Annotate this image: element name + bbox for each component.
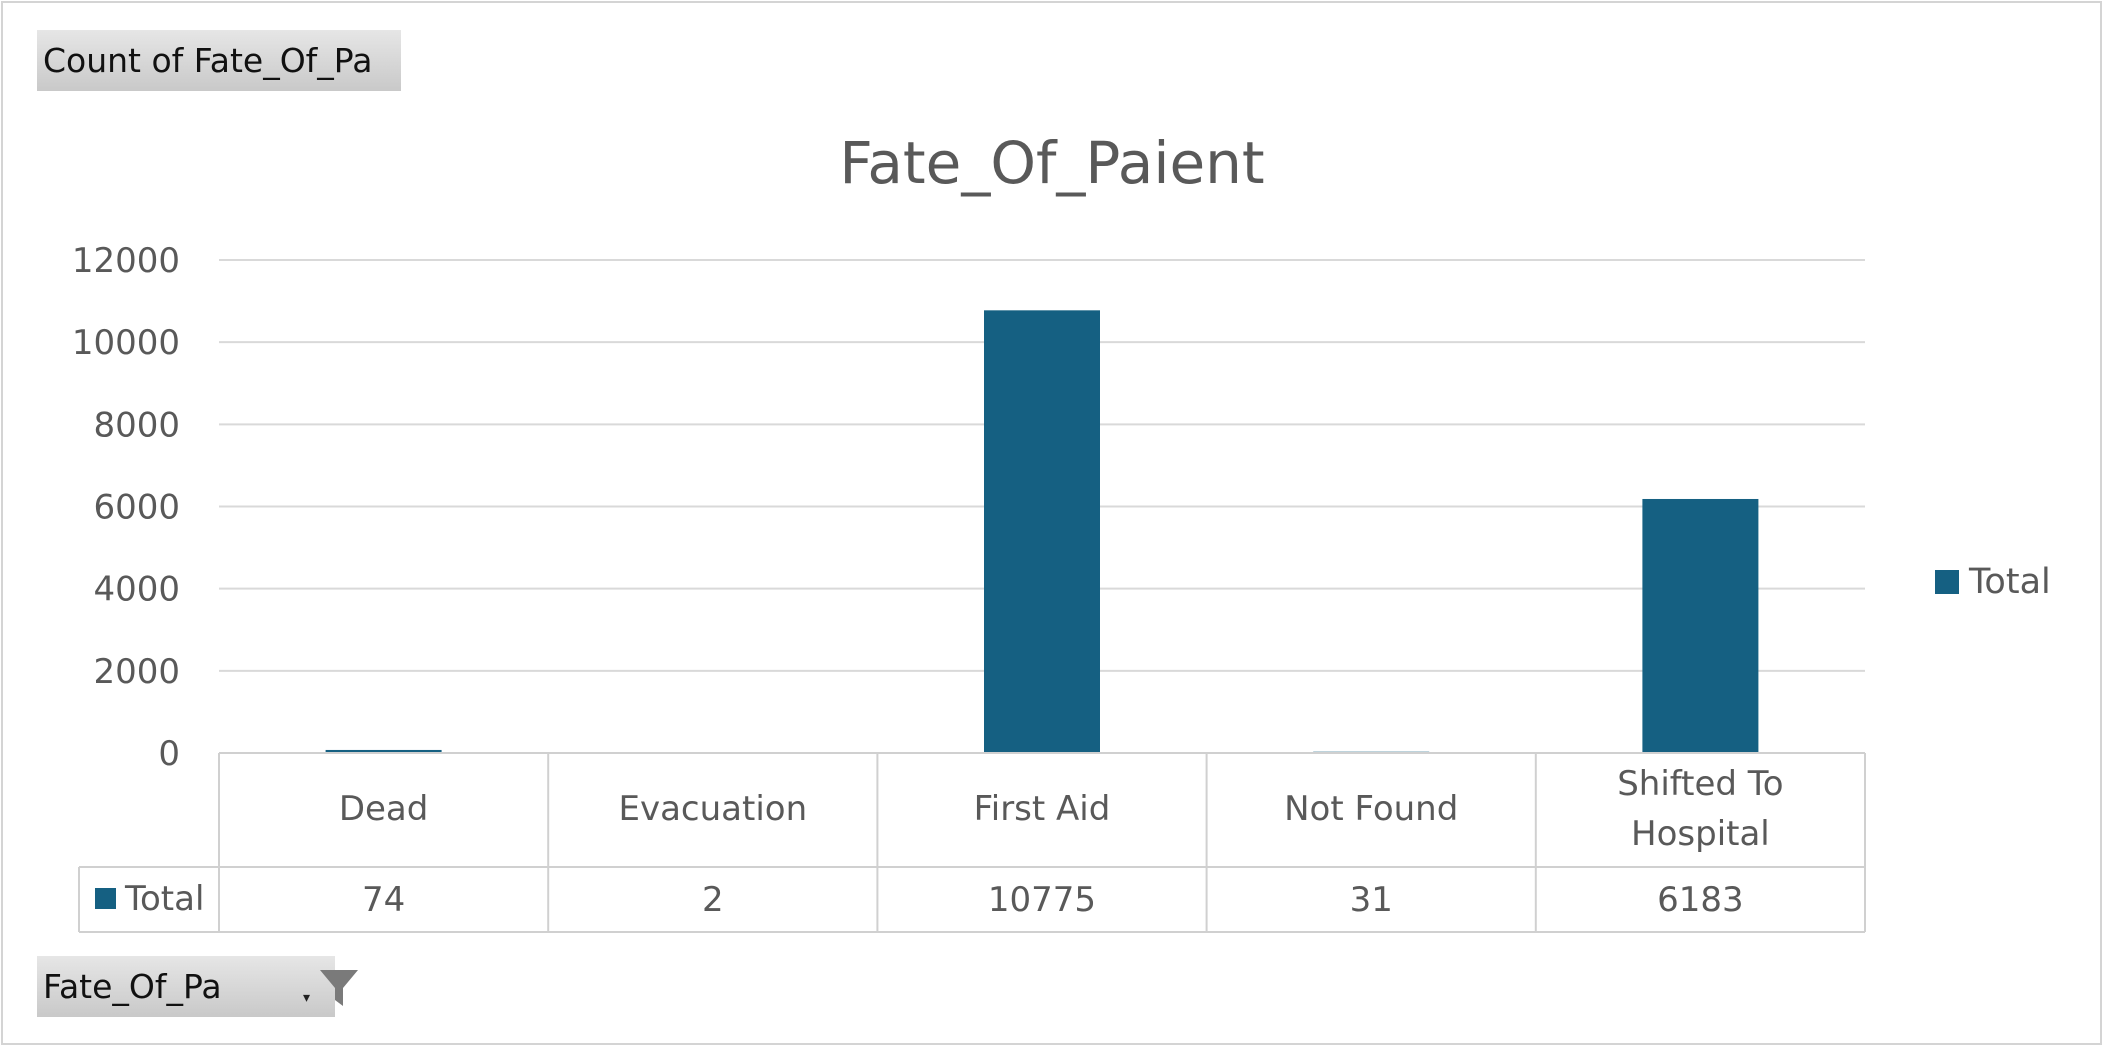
table-value: 2 bbox=[702, 880, 724, 920]
y-tick-label: 12000 bbox=[72, 241, 180, 281]
category-label: Evacuation bbox=[618, 789, 807, 829]
table-value: 6183 bbox=[1657, 880, 1744, 920]
chart-title: Fate_Of_Paient bbox=[839, 129, 1264, 197]
funnel-icon[interactable] bbox=[316, 966, 362, 1010]
table-legend-swatch bbox=[95, 888, 116, 909]
bar-shifted-to-hospital bbox=[1642, 498, 1759, 753]
y-tick-label: 2000 bbox=[93, 652, 180, 692]
y-tick-label: 0 bbox=[158, 734, 180, 774]
y-tick-label: 6000 bbox=[93, 488, 180, 528]
dropdown-arrow-icon[interactable]: ▾ bbox=[303, 990, 311, 1006]
axis-field-label: Fate_Of_Pa bbox=[43, 967, 222, 1006]
table-value: 31 bbox=[1350, 880, 1393, 920]
category-label: Dead bbox=[339, 789, 429, 829]
table-value: 10775 bbox=[988, 880, 1096, 920]
bar-dead bbox=[325, 749, 442, 753]
table-value: 74 bbox=[362, 880, 405, 920]
legend-label: Total bbox=[1969, 562, 2051, 602]
legend: Total bbox=[1935, 562, 2051, 602]
y-tick-label: 10000 bbox=[72, 323, 180, 363]
legend-swatch bbox=[1935, 570, 1959, 594]
bar-first-aid bbox=[984, 310, 1100, 753]
category-label: Not Found bbox=[1284, 789, 1458, 829]
category-label: Shifted To Hospital bbox=[1617, 764, 1783, 854]
table-series-label: Total bbox=[124, 879, 204, 919]
y-tick-label: 4000 bbox=[93, 570, 180, 610]
category-label: First Aid bbox=[974, 789, 1111, 829]
value-field-button[interactable]: Count of Fate_Of_Pa bbox=[37, 30, 401, 91]
axis-field-button[interactable]: Fate_Of_Pa ▾ bbox=[37, 956, 358, 1017]
value-field-label: Count of Fate_Of_Pa bbox=[43, 41, 373, 80]
y-tick-label: 8000 bbox=[93, 405, 180, 445]
